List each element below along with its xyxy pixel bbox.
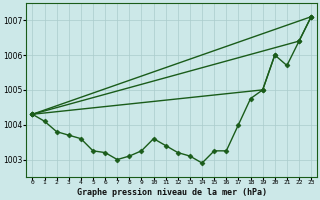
X-axis label: Graphe pression niveau de la mer (hPa): Graphe pression niveau de la mer (hPa) (77, 188, 267, 197)
